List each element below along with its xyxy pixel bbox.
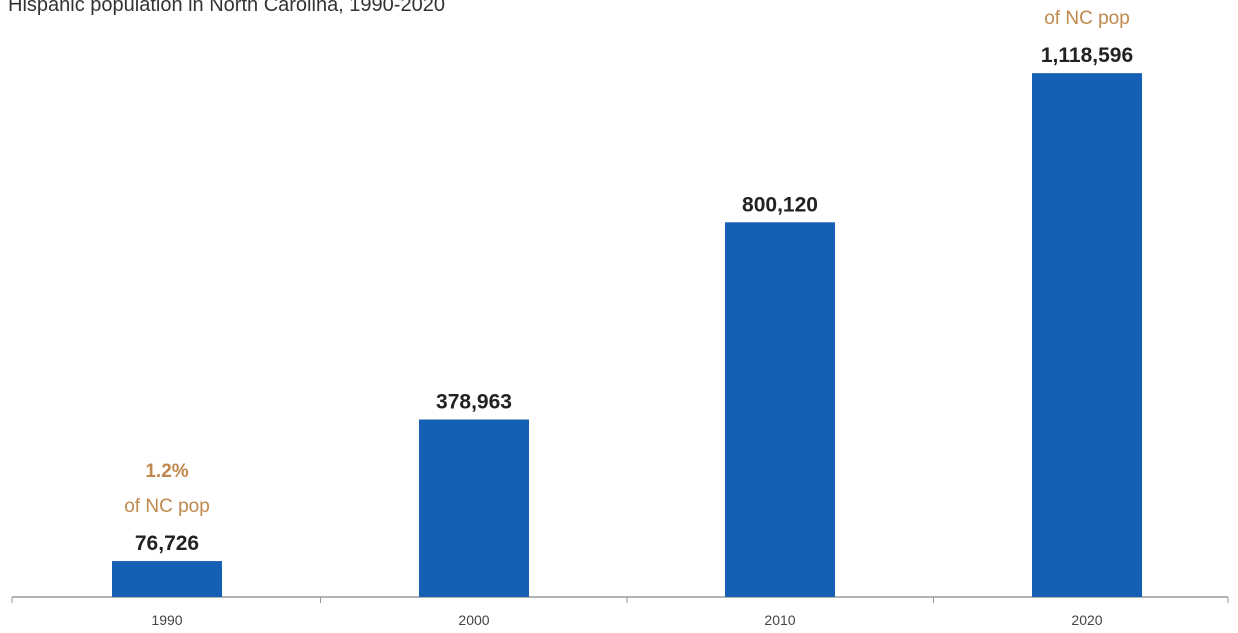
bar-value-label-2020: 1,118,596 bbox=[1041, 44, 1133, 67]
x-tick-label-2020: 2020 bbox=[1071, 612, 1102, 628]
bar-value-label-2010: 800,120 bbox=[742, 193, 818, 216]
bar-2000 bbox=[419, 420, 529, 597]
bar-2020 bbox=[1032, 73, 1142, 597]
x-tick-label-1990: 1990 bbox=[151, 612, 182, 628]
bar-1990 bbox=[112, 561, 222, 597]
share-annotation-text-1990: of NC pop bbox=[124, 496, 210, 517]
bar-value-label-2000: 378,963 bbox=[436, 391, 512, 414]
bar-2010 bbox=[725, 222, 835, 597]
x-tick-label-2000: 2000 bbox=[458, 612, 489, 628]
bar-value-label-1990: 76,726 bbox=[135, 532, 199, 555]
share-annotation-value-1990: 1.2% bbox=[145, 461, 188, 482]
x-tick-label-2010: 2010 bbox=[764, 612, 795, 628]
share-annotation-text-2020: of NC pop bbox=[1044, 8, 1130, 29]
